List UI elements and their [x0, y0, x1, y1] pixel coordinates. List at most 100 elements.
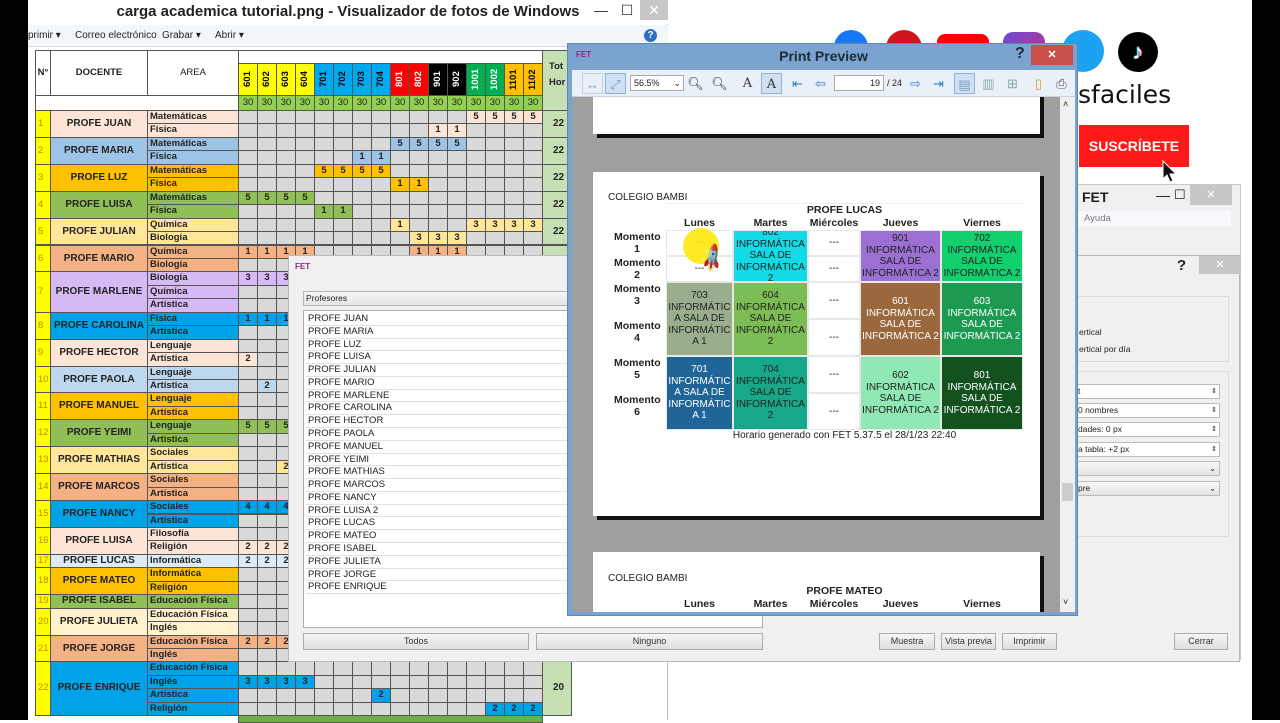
teacher-list-item[interactable]: PROFE JULIAN — [306, 364, 762, 377]
facing-pages-icon[interactable]: ▥ — [982, 76, 995, 91]
print-button[interactable]: Imprimir — [1002, 633, 1057, 650]
zoom-select[interactable]: 56.5% ⌄ — [630, 75, 684, 91]
teacher-list-item[interactable]: PROFE YEIMI — [306, 454, 762, 467]
sample-button[interactable]: Muestra — [879, 633, 935, 650]
timetable-cell[interactable]: 603 INFORMÁTICA SALA DE INFORMÁTICA 2 — [941, 282, 1023, 356]
teacher-list-item[interactable]: PROFE HECTOR — [306, 415, 762, 429]
last-page-icon[interactable]: ⇥ — [933, 76, 944, 91]
timetable-cell[interactable]: --- — [808, 319, 860, 356]
scroll-up-icon[interactable]: ˄ — [1063, 99, 1069, 109]
dialog-close-button[interactable]: ✕ — [1199, 256, 1241, 274]
timetable-cell[interactable]: --- — [808, 356, 860, 393]
timetable-cell[interactable]: 601 INFORMÁTICA SALA DE INFORMÁTICA 2 — [860, 282, 941, 356]
timetable-cell[interactable]: 602 INFORMÁTICA SALA DE INFORMÁTICA 2 — [860, 356, 941, 430]
timetable-cell[interactable]: 802 INFORMÁTICA SALA DE INFORMÁTICA 2 — [733, 230, 808, 282]
timetable-cell[interactable]: 901 INFORMÁTICA SALA DE INFORMÁTICA 2 — [860, 230, 941, 282]
page-setup-icon[interactable]: ▯ — [1034, 76, 1043, 91]
teacher-list-item[interactable]: PROFE LUZ — [306, 339, 762, 352]
hours-cell — [314, 136, 334, 152]
teacher-list-item[interactable]: PROFE MARLENE — [306, 390, 762, 403]
teacher-list-item[interactable]: PROFE MARIA — [306, 326, 762, 339]
option-combo-1[interactable]: ⌄ — [1075, 461, 1220, 476]
teacher-list-item[interactable]: PROFE ENRIQUE — [306, 581, 762, 595]
teacher-list-item[interactable]: PROFE LUISA — [306, 351, 762, 365]
zoom-in-icon[interactable]: 🔍︎ — [711, 76, 728, 91]
teacher-list-item[interactable]: PROFE JULIETA — [306, 556, 762, 569]
portrait-icon[interactable]: A — [742, 76, 753, 91]
preview-help-button[interactable]: ? — [1015, 45, 1025, 62]
teacher-list-item[interactable]: PROFE MARIO — [306, 377, 762, 390]
preview-close-button[interactable]: ✕ — [1031, 45, 1073, 65]
option-combo-2[interactable]: pre ⌄ — [1075, 481, 1220, 496]
teacher-list-item[interactable]: PROFE LUISA 2 — [306, 505, 762, 518]
close-dialog-button[interactable]: Cerrar — [1174, 633, 1228, 650]
subscribe-button[interactable]: SUSCRÍBETE — [1079, 125, 1189, 167]
first-page-icon[interactable]: ⇤ — [792, 76, 803, 91]
fet-close-button[interactable]: ✕ — [1190, 185, 1232, 205]
radio-vertical-per-day[interactable]: ertical por día — [1079, 344, 1131, 354]
email-menu[interactable]: Correo electrónico — [75, 30, 157, 41]
zoom-out-icon[interactable]: 🔍︎ — [687, 76, 704, 91]
help-icon[interactable]: ? — [644, 29, 657, 42]
option-spinbox-2[interactable]: 0 nombres ⇕ — [1075, 403, 1220, 418]
previous-page-icon[interactable]: ⇦ — [815, 76, 826, 91]
teacher-list-item[interactable]: PROFE MANUEL — [306, 441, 762, 454]
spin-arrows-icon[interactable]: ⇕ — [1211, 388, 1217, 395]
next-page-icon[interactable]: ⇨ — [910, 76, 921, 91]
timetable-cell[interactable]: 801 INFORMÁTICA SALA DE INFORMÁTICA 2 — [941, 356, 1023, 430]
landscape-icon[interactable]: A — [761, 73, 782, 94]
teacher-list-item[interactable]: PROFE NANCY — [306, 492, 762, 505]
single-page-icon[interactable]: ▤ — [954, 73, 975, 94]
select-none-button[interactable]: Ninguno — [536, 633, 763, 650]
vertical-scrollbar[interactable]: ˄ ˅ — [1060, 97, 1075, 612]
fet-maximize-button[interactable]: ☐ — [1174, 187, 1186, 202]
teacher-list-item[interactable]: PROFE JORGE — [306, 569, 762, 582]
printer-icon[interactable]: ⎙ — [1056, 76, 1067, 91]
preview-canvas[interactable]: COLEGIO BAMBI PROFE LUCAS Lunes Martes Mié… — [572, 97, 1075, 612]
minimize-button[interactable]: — — [594, 2, 608, 18]
timetable-cell[interactable]: --- — [808, 282, 860, 319]
option-spinbox-1[interactable]: t ⇕ — [1075, 384, 1220, 399]
scroll-down-icon[interactable]: ˅ — [1063, 597, 1069, 607]
burn-menu[interactable]: Grabar ▾ — [162, 30, 201, 41]
timetable-cell[interactable]: 701 INFORMÁTICA SALA DE INFORMÁTICA 1 — [666, 356, 733, 430]
option-spinbox-4[interactable]: a tabla: +2 px ⇕ — [1075, 442, 1220, 457]
spin-arrows-icon[interactable]: ⇕ — [1211, 407, 1217, 414]
select-all-button[interactable]: Todos — [303, 633, 529, 650]
preview-button[interactable]: Vista previa — [941, 633, 996, 650]
close-button[interactable]: ✕ — [640, 0, 668, 20]
cell-text: 601 INFORMÁTICA SALA DE INFORMÁTICA 2 — [862, 296, 939, 342]
timetable-cell[interactable]: --- — [808, 230, 860, 256]
teacher-list-item[interactable]: PROFE PAOLA — [306, 428, 762, 441]
spin-arrows-icon[interactable]: ⇕ — [1211, 426, 1217, 433]
spin-arrows-icon[interactable]: ⇕ — [1211, 446, 1217, 453]
fet-minimize-button[interactable]: — — [1156, 187, 1170, 203]
teacher-list-item[interactable]: PROFE JUAN — [306, 313, 762, 326]
page-number-input[interactable]: 19 — [834, 75, 884, 91]
open-menu[interactable]: Abrir ▾ — [215, 30, 244, 41]
timetable-cell[interactable]: 604 INFORMÁTICA SALA DE INFORMÁTICA 2 — [733, 282, 808, 356]
teacher-list-item[interactable]: PROFE LUCAS — [306, 517, 762, 531]
fit-page-icon[interactable]: ⤢ — [605, 73, 626, 94]
timetable-cell[interactable]: 704 INFORMÁTICA SALA DE INFORMÁTICA 2 — [733, 356, 808, 430]
timetable-cell[interactable]: 703 INFORMÁTICA SALA DE INFORMÁTICA 1 — [666, 282, 733, 356]
teacher-list-item[interactable]: PROFE MATEO — [306, 530, 762, 544]
timetable-cell[interactable]: --- — [808, 256, 860, 282]
teacher-list-item[interactable]: PROFE MATHIAS — [306, 466, 762, 480]
fit-width-icon[interactable]: ↔ — [582, 73, 603, 94]
teacher-list-item[interactable]: PROFE ISABEL — [306, 543, 762, 556]
radio-vertical[interactable]: ertical — [1079, 327, 1102, 337]
dialog-help-button[interactable]: ? — [1177, 257, 1187, 274]
print-menu[interactable]: primir ▾ — [28, 30, 61, 41]
teacher-list-item[interactable]: PROFE MARCOS — [306, 479, 762, 492]
menu-help[interactable]: Ayuda — [1076, 211, 1231, 227]
scrollbar-thumb[interactable] — [1062, 483, 1073, 501]
timetable-cell[interactable]: 702 INFORMÁTICA SALA DE INFORMÁTICA 2 — [941, 230, 1023, 282]
timetable-cell[interactable]: --- — [808, 393, 860, 430]
row-number: 16 — [35, 526, 51, 555]
overview-pages-icon[interactable]: ⊞ — [1007, 76, 1018, 91]
option-spinbox-3[interactable]: dades: 0 px ⇕ — [1075, 422, 1220, 437]
maximize-button[interactable]: ☐ — [620, 2, 634, 18]
teacher-list-item[interactable]: PROFE CAROLINA — [306, 402, 762, 416]
tiktok-icon[interactable]: ♪ — [1118, 32, 1158, 72]
